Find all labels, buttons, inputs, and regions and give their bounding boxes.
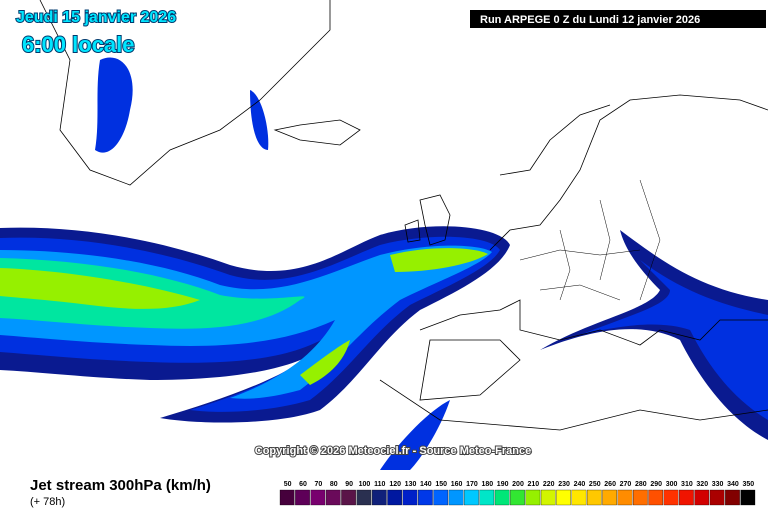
legend-value: 180 <box>481 481 493 488</box>
jet-stream <box>0 57 768 470</box>
footer-lead: (+ 78h) <box>30 496 65 508</box>
legend-swatch <box>571 489 587 506</box>
legend-swatch <box>586 489 602 506</box>
legend-value: 100 <box>359 481 371 488</box>
legend-value: 350 <box>742 481 754 488</box>
legend-value: 70 <box>314 481 322 488</box>
legend-swatch <box>525 489 541 506</box>
copyright: Copyright © 2026 Meteociel.fr - Source M… <box>255 445 531 457</box>
legend-swatch <box>663 489 679 506</box>
legend-swatch <box>648 489 664 506</box>
coastlines <box>39 0 768 431</box>
legend-swatch <box>356 489 372 506</box>
legend-value: 310 <box>681 481 693 488</box>
legend-swatch <box>494 489 510 506</box>
legend-value: 210 <box>528 481 540 488</box>
legend-value: 160 <box>451 481 463 488</box>
time-label: 6:00 locale <box>22 32 135 57</box>
footer-title: Jet stream 300hPa (km/h) <box>30 477 211 494</box>
legend-swatch <box>679 489 694 506</box>
legend-value: 330 <box>712 481 724 488</box>
legend-swatch <box>325 489 341 506</box>
legend-swatch <box>464 489 479 506</box>
legend-value: 110 <box>374 481 385 488</box>
legend-swatch <box>617 489 633 506</box>
legend-value: 80 <box>330 481 338 488</box>
legend-value: 230 <box>558 481 570 488</box>
legend-swatch <box>448 489 464 506</box>
legend-swatch <box>694 489 710 506</box>
legend-value: 290 <box>650 481 662 488</box>
legend-swatch <box>387 489 402 506</box>
legend-value: 220 <box>543 481 555 488</box>
legend-value: 150 <box>435 481 447 488</box>
legend-swatch <box>371 489 387 506</box>
color-legend: 50 60 70 80 90 100 110 120 130 140 150 160 170 180 190… <box>279 481 756 506</box>
legend-value: 190 <box>497 481 509 488</box>
legend-value: 280 <box>635 481 647 488</box>
legend-value: 90 <box>345 481 353 488</box>
legend-swatch <box>725 489 740 506</box>
legend-value: 130 <box>405 481 417 488</box>
legend-value: 320 <box>696 481 708 488</box>
legend-swatch <box>310 489 326 506</box>
legend-swatch <box>402 489 418 506</box>
legend-value: 260 <box>604 481 616 488</box>
legend-value: 120 <box>389 481 401 488</box>
date-label: Jeudi 15 janvier 2026 <box>16 9 176 26</box>
legend-value: 170 <box>466 481 478 488</box>
legend-swatch <box>556 489 571 506</box>
legend-swatch <box>341 489 356 506</box>
legend-swatch <box>295 489 310 506</box>
legend-value: 140 <box>420 481 432 488</box>
legend-swatch <box>740 489 756 506</box>
legend-swatch <box>540 489 556 506</box>
legend-swatch <box>279 489 295 506</box>
legend-value: 250 <box>589 481 601 488</box>
legend-value: 270 <box>620 481 632 488</box>
legend-swatch <box>418 489 433 506</box>
legend-value: 240 <box>574 481 586 488</box>
legend-value: 300 <box>666 481 678 488</box>
legend-swatch <box>479 489 495 506</box>
legend-value: 200 <box>512 481 524 488</box>
legend-value: 50 <box>284 481 292 488</box>
run-box <box>470 10 766 28</box>
legend-value: 60 <box>299 481 307 488</box>
legend-swatch <box>510 489 525 506</box>
legend-swatch <box>602 489 617 506</box>
run-label: Run ARPEGE 0 Z du Lundi 12 janvier 2026 <box>480 14 700 26</box>
legend-swatch <box>633 489 648 506</box>
legend-swatch <box>433 489 449 506</box>
legend-swatch <box>709 489 725 506</box>
legend-value: 340 <box>727 481 739 488</box>
